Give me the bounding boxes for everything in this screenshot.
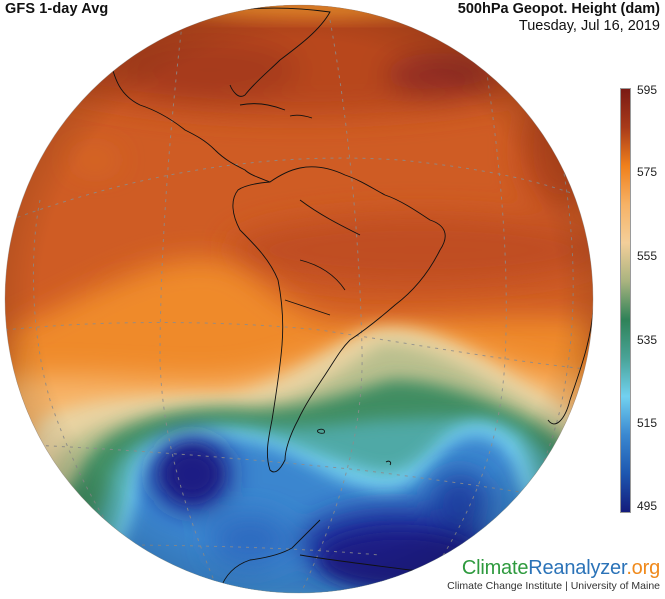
brand-subtitle: Climate Change Institute | University of… [447, 580, 660, 592]
date-label: Tuesday, Jul 16, 2019 [518, 18, 660, 34]
colorbar-tick-515: 515 [637, 416, 658, 430]
climate-reanalyzer-logo[interactable]: ClimateReanalyzer.org Climate Change Ins… [447, 557, 660, 593]
globe-map [4, 4, 594, 594]
variable-title: 500hPa Geopot. Height (dam) [457, 1, 660, 17]
model-title: GFS 1-day Avg [5, 1, 109, 17]
colorbar [620, 88, 631, 513]
title-block: 500hPa Geopot. Height (dam) Tuesday, Jul… [458, 1, 660, 35]
colorbar-tick-555: 555 [637, 249, 658, 263]
colorbar-tick-495: 495 [637, 499, 658, 513]
colorbar-tick-575: 575 [637, 165, 658, 179]
brand-name: ClimateReanalyzer.org [461, 557, 660, 579]
geopotential-height-globe [4, 4, 594, 594]
colorbar-tick-535: 535 [637, 333, 658, 347]
colorbar-tick-595: 595 [637, 83, 658, 97]
